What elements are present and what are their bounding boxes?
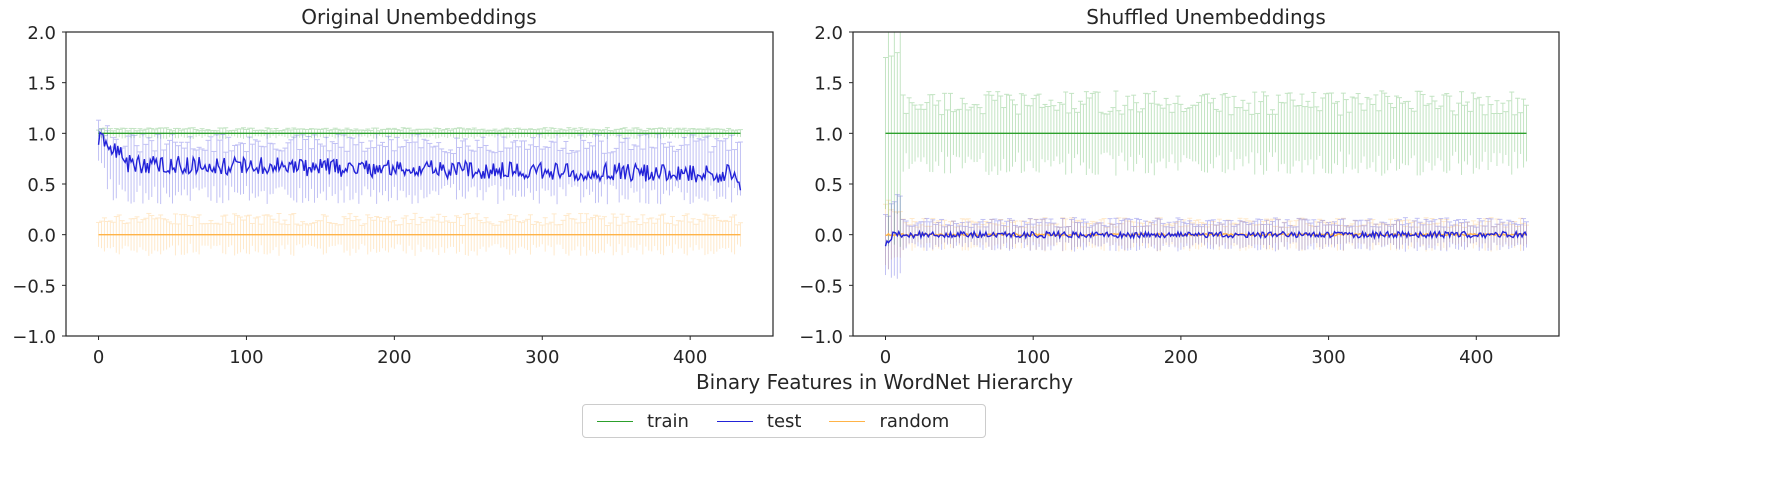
- y-tick-label: −1.0: [12, 327, 56, 348]
- axes-frame: [852, 31, 1560, 337]
- legend: train test random: [582, 404, 986, 438]
- y-tick-label: 2.0: [27, 23, 56, 44]
- x-tick-label: 300: [1311, 347, 1345, 368]
- y-tick-label: −0.5: [799, 276, 843, 297]
- legend-label: random: [879, 410, 950, 432]
- x-tick-label: 100: [1016, 347, 1050, 368]
- plot-area: [96, 119, 743, 256]
- y-tick-label: 0.5: [814, 175, 843, 196]
- y-tick-label: 0.5: [27, 175, 56, 196]
- y-tick-label: 1.0: [814, 124, 843, 145]
- legend-line-train: [597, 420, 633, 422]
- legend-item-random: random: [829, 411, 949, 432]
- y-tick-label: 0.0: [814, 226, 843, 247]
- legend-line-test: [716, 420, 753, 422]
- chart-original-unembeddings: Original Unembeddings −1.0 −0.5 0.0 0.5 1.0 1…: [12, 5, 774, 368]
- x-tick-label: 200: [1164, 347, 1198, 368]
- y-tick-label: −1.0: [799, 327, 843, 348]
- y-tick-label: −0.5: [12, 276, 56, 297]
- y-tick-label: 0.0: [27, 226, 56, 247]
- y-tick-label: 1.0: [27, 124, 56, 145]
- legend-label: test: [766, 410, 802, 432]
- x-tick-label: 400: [1459, 347, 1493, 368]
- legend-line-random: [829, 420, 866, 422]
- x-tick-label: 0: [880, 347, 891, 368]
- legend-item-train: train: [597, 411, 689, 432]
- x-tick-label: 400: [673, 347, 707, 368]
- chart-shuffled-unembeddings: Shuffled Unembeddings −1.0 −0.5 0.0 0.5 1.0 1…: [799, 5, 1560, 368]
- chart-title: Original Unembeddings: [301, 5, 536, 29]
- legend-item-test: test: [716, 410, 802, 432]
- series-line-test: [884, 229, 1528, 247]
- x-tick-label: 100: [229, 347, 263, 368]
- x-tick-label: 200: [377, 347, 411, 368]
- error-bars-train: [96, 127, 743, 140]
- y-tick-label: 1.5: [27, 74, 56, 95]
- y-tick-label: 1.5: [814, 74, 843, 95]
- shared-x-axis-label: Binary Features in WordNet Hierarchy: [695, 370, 1074, 394]
- y-tick-label: 2.0: [814, 23, 843, 44]
- plot-area: [882, 32, 1530, 279]
- x-tick-label: 300: [525, 347, 559, 368]
- x-tick-label: 0: [93, 347, 104, 368]
- chart-title: Shuffled Unembeddings: [1086, 5, 1326, 29]
- series-line-test: [97, 130, 742, 191]
- legend-label: train: [647, 410, 689, 432]
